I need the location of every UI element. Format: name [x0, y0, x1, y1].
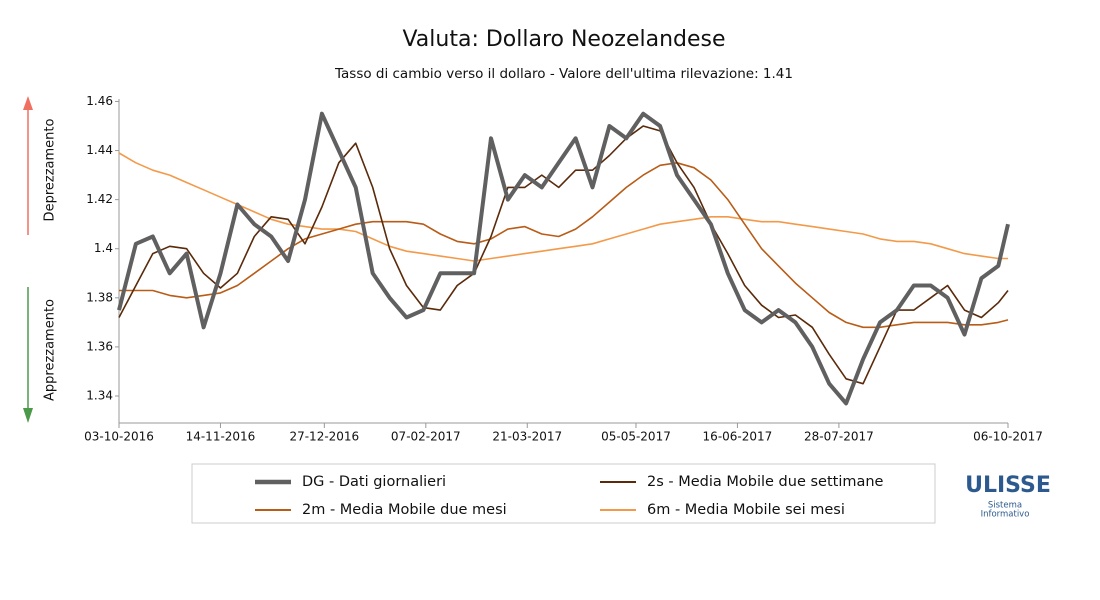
y-tick-label: 1.42 [86, 192, 113, 206]
x-tick-label: 14-11-2016 [186, 430, 256, 444]
y-tick-label: 1.34 [86, 389, 113, 403]
legend-label: 2s - Media Mobile due settimane [647, 474, 884, 490]
x-tick-label: 16-06-2017 [703, 430, 773, 444]
legend-box [191, 463, 936, 524]
x-tick-label: 03-10-2016 [84, 430, 154, 444]
x-tick-label: 06-10-2017 [973, 430, 1043, 444]
series-line [118, 152, 1008, 262]
chart-title: Valuta: Dollaro Neozelandese [402, 27, 725, 52]
logo-text: Informativo [981, 510, 1030, 520]
x-tick-label: 27-12-2016 [289, 430, 359, 444]
series-line [119, 162, 1009, 329]
y-tick-label: 1.38 [86, 290, 113, 304]
legend-label: 2m - Media Mobile due mesi [302, 502, 507, 518]
x-tick-label: 07-02-2017 [391, 430, 461, 444]
logo-title: ULISSE [965, 473, 1051, 498]
arrow-head [23, 96, 33, 110]
x-tick-label: 21-03-2017 [492, 430, 562, 444]
y-tick-label: 1.44 [86, 143, 113, 157]
y-tick-label: 1.36 [86, 339, 113, 353]
logo-text: Sistema [988, 501, 1022, 511]
y-tick-label: 1.4 [94, 241, 113, 255]
arrow-head [23, 408, 33, 423]
y-tick-label: 1.46 [86, 94, 113, 108]
x-tick-label: 28-07-2017 [804, 430, 874, 444]
legend-label: 6m - Media Mobile sei mesi [647, 502, 845, 518]
chart-subtitle: Tasso di cambio verso il dollaro - Valor… [334, 66, 793, 82]
annotation: Deprezzamento [43, 119, 58, 222]
series-line [117, 111, 1010, 406]
legend-label: DG - Dati giornalieri [302, 474, 446, 490]
annotation: Apprezzamento [43, 299, 58, 401]
x-tick-label: 05-05-2017 [601, 430, 671, 444]
series-line [118, 125, 1009, 385]
